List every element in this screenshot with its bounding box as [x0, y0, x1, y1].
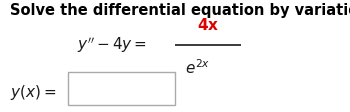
- Text: $\mathbf{4x}$: $\mathbf{4x}$: [197, 17, 219, 33]
- Text: $e^{2x}$: $e^{2x}$: [185, 58, 210, 76]
- Text: $y(x) =$: $y(x) =$: [10, 83, 57, 102]
- Text: $y'' - 4y =$: $y'' - 4y =$: [77, 35, 147, 55]
- Text: Solve the differential equation by variation of parameters.: Solve the differential equation by varia…: [10, 3, 350, 18]
